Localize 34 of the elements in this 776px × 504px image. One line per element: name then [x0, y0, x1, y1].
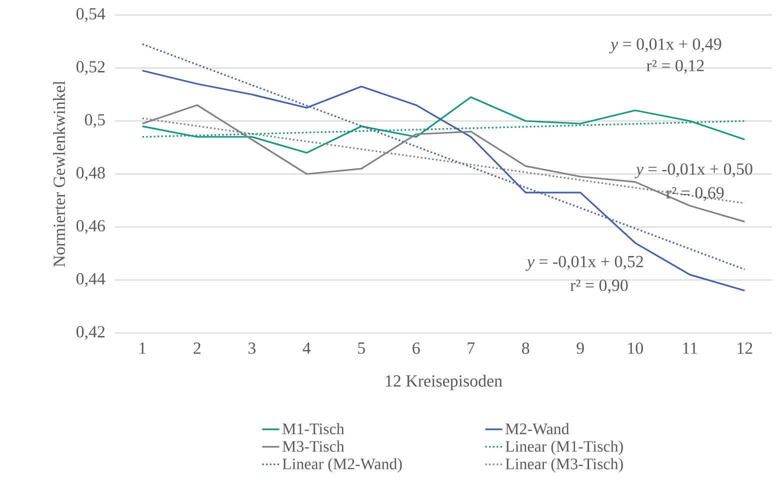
legend-label: M3-Tisch [282, 440, 344, 452]
legend-label: Linear (M2-Wand) [282, 458, 402, 473]
x-tick-label: 9 [576, 342, 584, 354]
annotation: y = 0,01x + 0,49 [609, 38, 722, 54]
x-tick-label: 3 [248, 342, 256, 354]
legend-label: Linear (M3-Tisch) [506, 458, 623, 473]
x-tick-label: 6 [412, 342, 420, 354]
x-tick-label: 8 [522, 342, 530, 354]
line-series [142, 96, 746, 154]
annotation: y = -0,01x + 0,50 [634, 163, 752, 178]
y-axis-title: Normierter Gewlenkwinkel [53, 80, 66, 267]
y-tick-label: 0,46 [76, 220, 105, 234]
y-tick-label: 0,5 [84, 114, 105, 128]
x-tick-label: 7 [468, 342, 475, 354]
x-tick-label: 10 [628, 342, 643, 354]
x-tick-label: 5 [358, 342, 365, 354]
x-axis-title: 12 Kreisepisoden [386, 374, 502, 390]
y-tick-label: 0,42 [76, 326, 105, 340]
y-tick-label: 0,52 [76, 61, 105, 75]
legend-label: Linear (M1-Tisch) [506, 440, 623, 456]
y-tick-label: 0,48 [76, 167, 105, 181]
annotation: r² = 0,69 [666, 187, 724, 201]
legend-label: M1-Tisch [282, 423, 344, 434]
x-tick-label: 4 [302, 342, 311, 354]
x-tick-label: 2 [194, 342, 200, 354]
x-tick-label: 12 [738, 342, 752, 354]
x-tick-label: 1 [140, 342, 146, 354]
legend-label: M2-Wand [506, 423, 570, 434]
y-tick-label: 0,54 [76, 8, 106, 22]
annotation: r² = 0,90 [570, 280, 628, 294]
y-tick-label: 0,44 [76, 273, 106, 287]
annotation: y = -0,01x + 0,52 [526, 256, 643, 271]
annotation: r² = 0,12 [646, 60, 704, 74]
x-tick-label: 11 [683, 342, 698, 354]
